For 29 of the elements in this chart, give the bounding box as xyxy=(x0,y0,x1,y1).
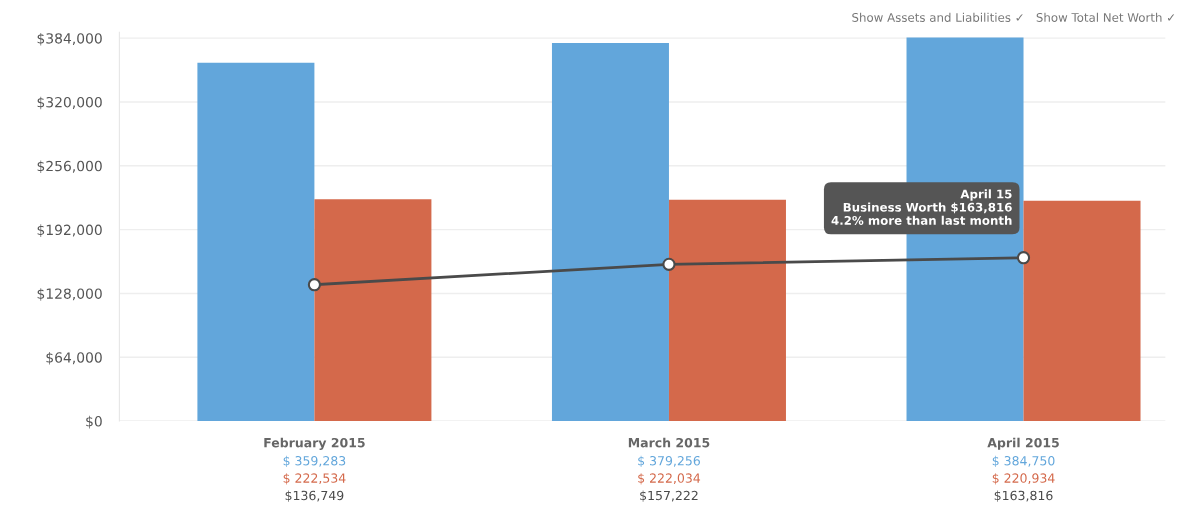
bar xyxy=(314,199,432,422)
annotation: April 15 Business Worth $163,816 4.2% more than last month xyxy=(831,189,1012,225)
text: Show Assets and Liabilities ✓ Show Total Net Worth ✓ xyxy=(852,12,1175,22)
data-label: $ 359,283 xyxy=(283,455,346,468)
y-tick-label: $384,000 xyxy=(37,32,102,46)
y-tick-label: $0 xyxy=(86,415,102,429)
y-tick-label: $64,000 xyxy=(46,351,102,365)
y-tick-label: $320,000 xyxy=(37,96,102,110)
x-tick-label: February 2015 xyxy=(264,437,365,450)
point xyxy=(307,278,321,292)
data-label: $ 379,256 xyxy=(638,455,700,468)
data-label: $ 220,934 xyxy=(992,473,1055,485)
y-tick-label: $192,000 xyxy=(37,224,102,237)
bar xyxy=(551,42,669,422)
data-label: $ 222,534 xyxy=(283,473,346,485)
x-tick-label: April 2015 xyxy=(987,437,1059,450)
point xyxy=(1016,251,1031,265)
bar xyxy=(1023,200,1141,422)
data-label: $136,749 xyxy=(285,490,344,502)
bar xyxy=(197,62,315,422)
data-label: $ 384,750 xyxy=(992,455,1055,468)
point xyxy=(662,257,676,271)
bar xyxy=(668,199,786,422)
data-label: $ 222,034 xyxy=(638,473,701,485)
y-tick-label: $256,000 xyxy=(37,160,102,174)
data-label: $163,816 xyxy=(994,490,1053,502)
y-tick-label: $128,000 xyxy=(37,288,102,301)
x-tick-label: March 2015 xyxy=(628,437,710,448)
data-label: $157,222 xyxy=(640,490,698,502)
